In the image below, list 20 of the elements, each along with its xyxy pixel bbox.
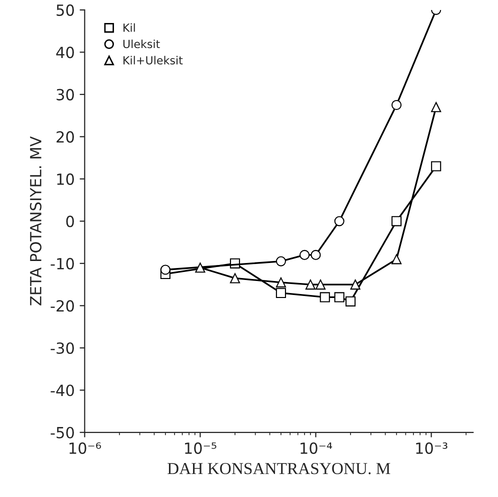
y-axis-title: ZETA POTANSIYEL. MV [30,136,42,306]
y-tick-label: -20 [50,300,74,312]
x-tick-label: 10⁻⁴ [300,442,332,454]
y-tick-label: -30 [50,342,74,354]
x-tick-label: 10⁻³ [416,442,448,454]
y-tick-label: 40 [56,46,74,58]
x-axis-title: DAH KONSANTRASYONU. M [168,462,390,474]
y-tick-label: -40 [50,384,74,396]
legend-label: Kil+Uleksit [124,56,183,64]
y-tick-label: 20 [56,131,74,143]
y-tick-label: -10 [50,258,74,270]
y-tick-label: 30 [56,88,74,100]
y-tick-label: 10 [57,173,74,185]
legend-label: Uleksit [123,40,160,48]
y-tick-label: 50 [56,4,74,16]
y-tick-label: -50 [50,426,74,438]
y-tick-label: 0 [66,216,74,228]
x-tick-label: 10⁻⁶ [70,442,101,454]
legend-label: Kil [124,23,135,32]
x-tick-label: 10⁻⁵ [185,442,216,454]
